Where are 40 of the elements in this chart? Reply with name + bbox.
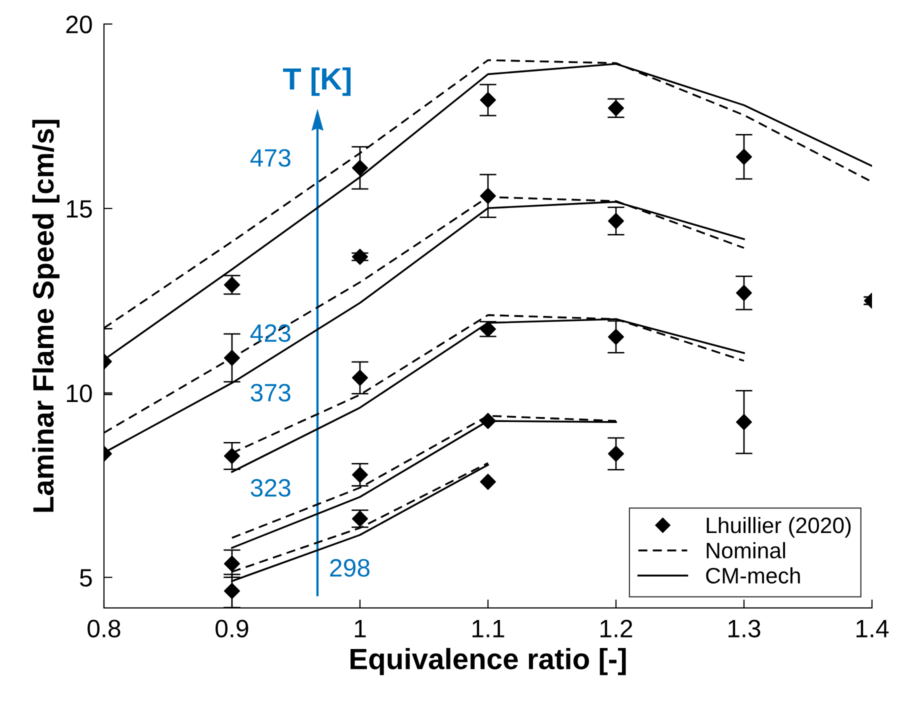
x-tick-label: 1.1 — [472, 620, 504, 638]
x-tick-label: 1 — [354, 620, 366, 638]
x-axis-title: Equivalence ratio [-] — [350, 648, 626, 676]
x-tick-label: 0.9 — [216, 620, 248, 638]
point — [608, 213, 624, 229]
point — [736, 414, 752, 430]
point — [608, 328, 624, 345]
y-axis-title: Laminar Flame Speed [cm/s] — [32, 120, 60, 512]
point — [608, 446, 624, 462]
point — [224, 583, 240, 599]
y-tick-label: 10 — [66, 384, 92, 402]
legend-label: Lhuillier (2020) — [706, 516, 851, 538]
y-tick-label: 20 — [66, 16, 92, 34]
point — [480, 188, 496, 204]
point — [352, 160, 368, 176]
annotation: 373 — [250, 384, 290, 402]
x-tick-label: 1.2 — [600, 620, 632, 638]
annotation: 323 — [250, 479, 290, 497]
annotation: 298 — [330, 559, 370, 577]
point — [480, 412, 496, 429]
annotation: 423 — [250, 324, 290, 342]
x-tick-label: 1.3 — [728, 620, 760, 638]
x-tick-label: 1.4 — [856, 620, 889, 638]
point — [224, 350, 240, 366]
point — [352, 370, 368, 386]
legend-label: Nominal — [706, 542, 786, 558]
point — [736, 284, 752, 301]
legend-label: CM-mech — [706, 567, 800, 584]
point — [736, 148, 752, 165]
point — [224, 448, 240, 464]
annotation: T [K] — [283, 67, 351, 96]
point — [480, 92, 496, 108]
point — [352, 466, 368, 483]
y-tick-label: 15 — [66, 200, 92, 218]
annotation: 473 — [250, 149, 290, 167]
x-tick-label: 0.8 — [88, 620, 120, 638]
y-tick-label: 5 — [80, 569, 92, 587]
point — [224, 556, 240, 572]
point — [352, 248, 368, 265]
point — [480, 474, 496, 490]
